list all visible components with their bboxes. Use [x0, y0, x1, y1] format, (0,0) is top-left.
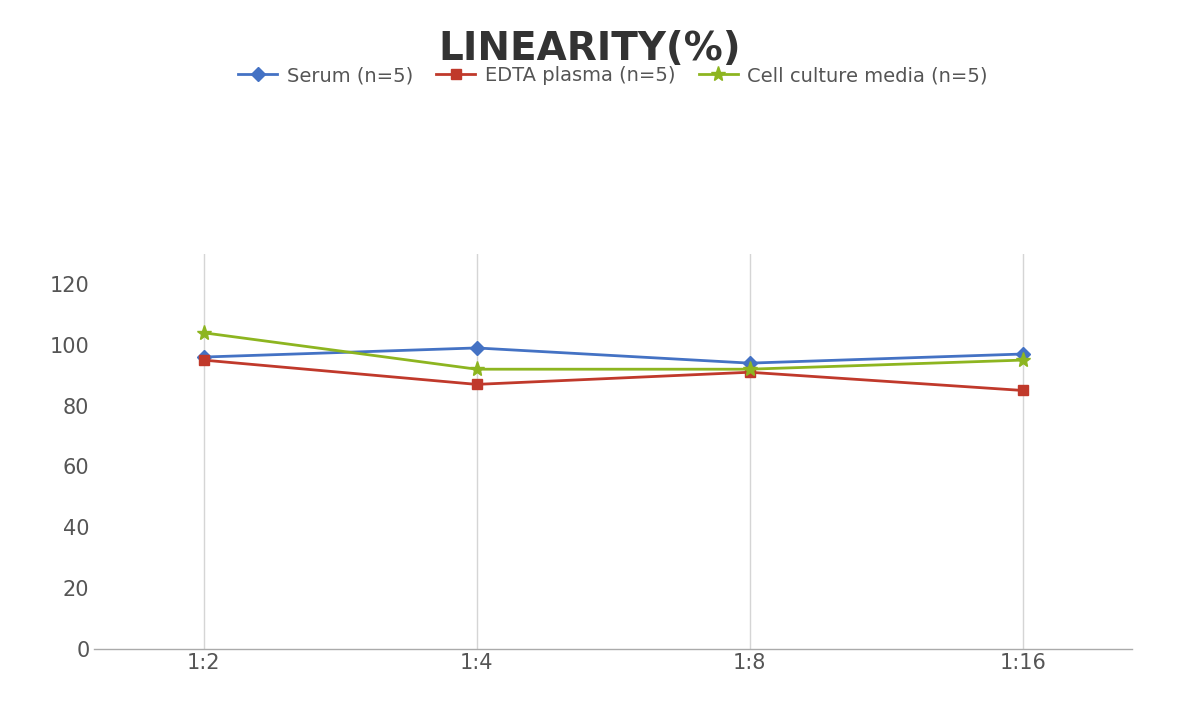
- Legend: Serum (n=5), EDTA plasma (n=5), Cell culture media (n=5): Serum (n=5), EDTA plasma (n=5), Cell cul…: [230, 59, 996, 93]
- EDTA plasma (n=5): [197, 356, 211, 364]
- Line: Serum (n=5): Serum (n=5): [199, 343, 1027, 368]
- Serum (n=5): [469, 344, 483, 352]
- EDTA plasma (n=5): [1015, 386, 1029, 395]
- Serum (n=5): [197, 352, 211, 361]
- Cell culture media (n=5): [197, 329, 211, 337]
- Serum (n=5): [743, 359, 757, 367]
- Cell culture media (n=5): [469, 365, 483, 374]
- EDTA plasma (n=5): [469, 380, 483, 388]
- Line: Cell culture media (n=5): Cell culture media (n=5): [196, 325, 1030, 377]
- Cell culture media (n=5): [1015, 356, 1029, 364]
- EDTA plasma (n=5): [743, 368, 757, 376]
- Serum (n=5): [1015, 350, 1029, 358]
- Cell culture media (n=5): [743, 365, 757, 374]
- Text: LINEARITY(%): LINEARITY(%): [439, 30, 740, 68]
- Line: EDTA plasma (n=5): EDTA plasma (n=5): [199, 355, 1027, 396]
